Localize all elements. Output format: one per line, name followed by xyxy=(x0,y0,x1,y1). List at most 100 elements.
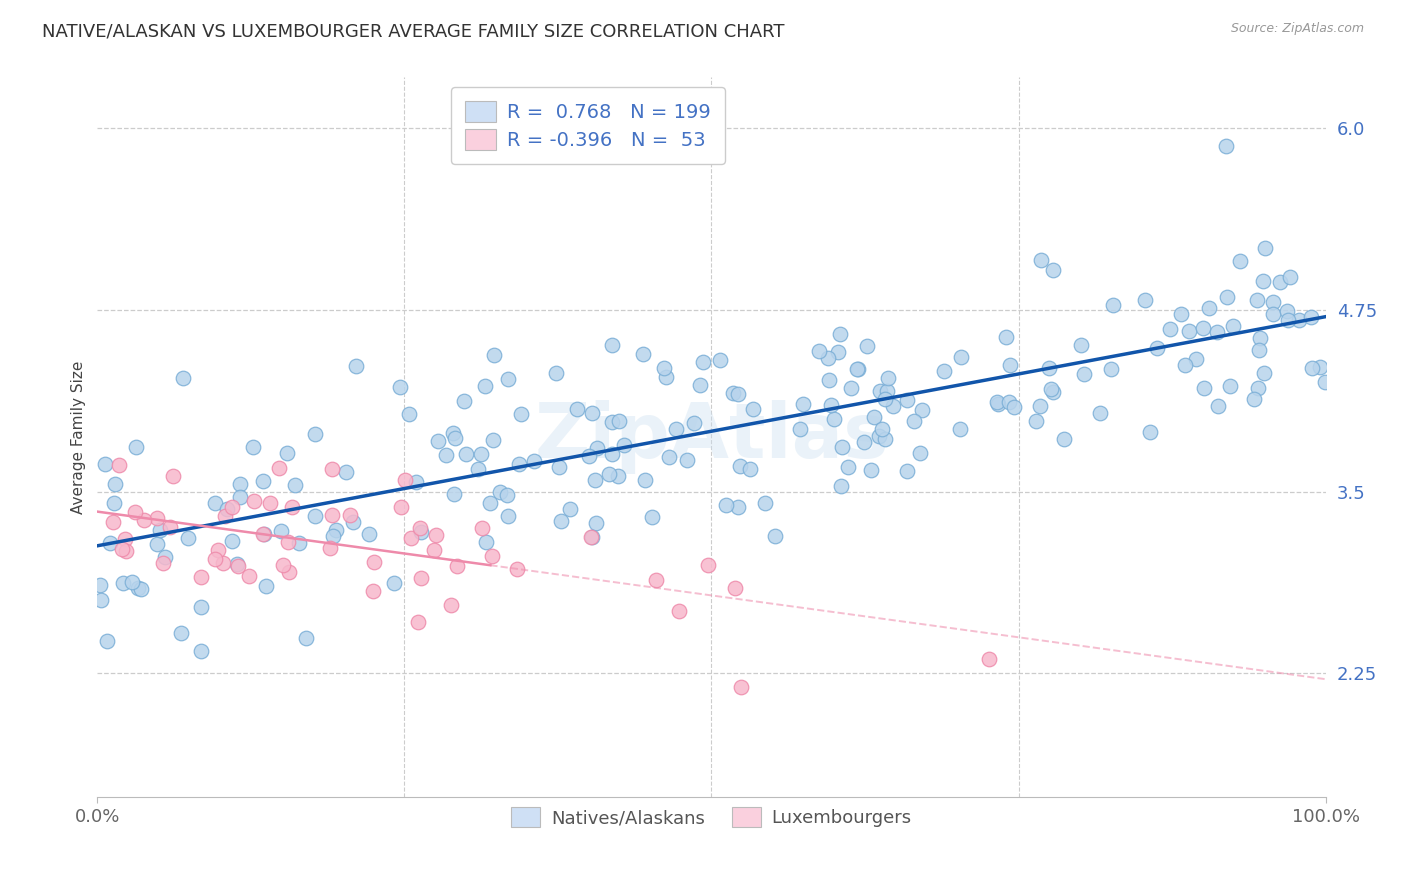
Point xyxy=(149,523,172,537)
Point xyxy=(405,475,427,489)
Point xyxy=(859,463,882,477)
Point xyxy=(1279,270,1302,285)
Point xyxy=(363,583,385,598)
Text: NATIVE/ALASKAN VS LUXEMBOURGER AVERAGE FAMILY SIZE CORRELATION CHART: NATIVE/ALASKAN VS LUXEMBOURGER AVERAGE F… xyxy=(42,22,785,40)
Point xyxy=(217,502,239,516)
Point xyxy=(176,531,198,545)
Point xyxy=(111,542,134,557)
Point xyxy=(409,521,432,535)
Text: Source: ZipAtlas.com: Source: ZipAtlas.com xyxy=(1230,22,1364,36)
Point xyxy=(399,531,422,545)
Point xyxy=(270,524,292,538)
Point xyxy=(1216,290,1239,304)
Point xyxy=(845,362,868,376)
Point xyxy=(304,427,326,442)
Point xyxy=(506,561,529,575)
Point xyxy=(339,508,361,522)
Point xyxy=(172,371,194,385)
Point xyxy=(190,599,212,614)
Point xyxy=(728,459,751,474)
Point xyxy=(585,441,607,455)
Point xyxy=(665,422,688,436)
Point xyxy=(214,509,236,524)
Point xyxy=(446,558,468,573)
Point xyxy=(225,557,247,571)
Point xyxy=(276,446,298,460)
Point xyxy=(658,450,681,464)
Point xyxy=(727,500,749,515)
Point xyxy=(322,529,344,543)
Point xyxy=(207,543,229,558)
Point xyxy=(496,488,519,502)
Point xyxy=(949,422,972,436)
Point xyxy=(1246,381,1268,395)
Point xyxy=(509,407,531,421)
Point xyxy=(252,474,274,488)
Y-axis label: Average Family Size: Average Family Size xyxy=(72,360,86,514)
Point xyxy=(1177,324,1199,338)
Point xyxy=(1277,313,1299,327)
Point xyxy=(153,549,176,564)
Point xyxy=(145,537,167,551)
Point xyxy=(896,393,918,408)
Point xyxy=(896,464,918,478)
Point xyxy=(875,392,897,407)
Point xyxy=(837,460,859,475)
Point xyxy=(1253,367,1275,381)
Point xyxy=(1002,400,1025,414)
Point xyxy=(1309,359,1331,374)
Point xyxy=(1139,425,1161,439)
Point xyxy=(1170,307,1192,321)
Point xyxy=(977,651,1000,665)
Point xyxy=(600,416,623,430)
Point xyxy=(868,429,890,443)
Point xyxy=(1088,406,1111,420)
Point xyxy=(363,555,385,569)
Point xyxy=(987,397,1010,411)
Point xyxy=(1249,343,1271,357)
Point xyxy=(581,530,603,544)
Point xyxy=(1099,362,1122,376)
Point xyxy=(831,441,853,455)
Point xyxy=(995,330,1018,344)
Point xyxy=(1275,304,1298,318)
Point xyxy=(830,327,852,342)
Point xyxy=(1253,274,1275,288)
Point xyxy=(1000,358,1022,372)
Point xyxy=(1208,399,1230,413)
Point xyxy=(546,366,568,380)
Point xyxy=(453,394,475,409)
Point xyxy=(853,434,876,449)
Point xyxy=(862,410,884,425)
Point xyxy=(221,500,243,515)
Point xyxy=(652,360,675,375)
Point xyxy=(1246,293,1268,307)
Point xyxy=(226,558,249,573)
Point xyxy=(288,535,311,549)
Point xyxy=(692,355,714,369)
Point xyxy=(204,496,226,510)
Point xyxy=(696,558,718,572)
Point xyxy=(470,447,492,461)
Point xyxy=(284,478,307,492)
Point xyxy=(1268,275,1291,289)
Point xyxy=(1070,338,1092,352)
Point xyxy=(103,496,125,510)
Point xyxy=(101,515,124,529)
Point xyxy=(1038,361,1060,376)
Point xyxy=(204,551,226,566)
Point xyxy=(169,625,191,640)
Point xyxy=(856,339,879,353)
Point xyxy=(523,454,546,468)
Point xyxy=(655,370,678,384)
Point xyxy=(342,516,364,530)
Point xyxy=(738,462,761,476)
Point xyxy=(394,473,416,487)
Point xyxy=(93,457,115,471)
Point xyxy=(846,361,869,376)
Point xyxy=(344,359,367,373)
Point xyxy=(132,512,155,526)
Point xyxy=(498,372,520,386)
Point xyxy=(741,401,763,416)
Point xyxy=(1185,352,1208,367)
